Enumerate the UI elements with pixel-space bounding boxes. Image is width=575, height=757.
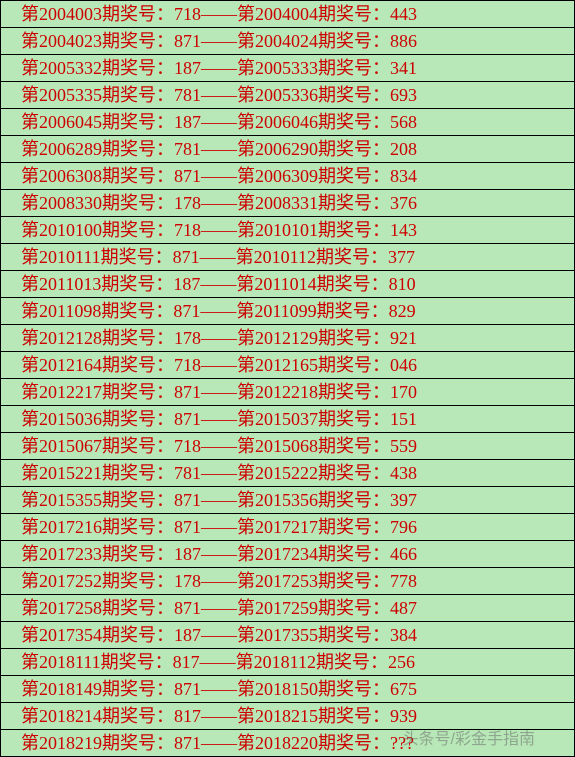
table-row: 第2004023期奖号：871——第2004024期奖号：886 [0,28,575,55]
table-row: 第2018214期奖号：817——第2018215期奖号：939 [0,703,575,730]
table-row: 第2015355期奖号：871——第2015356期奖号：397 [0,487,575,514]
table-row: 第2010100期奖号：718——第2010101期奖号：143 [0,217,575,244]
table-row: 第2015036期奖号：871——第2015037期奖号：151 [0,406,575,433]
lottery-table: 第2004003期奖号：718——第2004004期奖号：443第2004023… [0,0,575,757]
table-row: 第2015067期奖号：718——第2015068期奖号：559 [0,433,575,460]
table-row: 第2004003期奖号：718——第2004004期奖号：443 [0,0,575,28]
table-row: 第2017258期奖号：871——第2017259期奖号：487 [0,595,575,622]
table-row: 第2017354期奖号：187——第2017355期奖号：384 [0,622,575,649]
table-row: 第2006289期奖号：781——第2006290期奖号：208 [0,136,575,163]
table-row: 第2006045期奖号：187——第2006046期奖号：568 [0,109,575,136]
table-row: 第2011013期奖号：187——第2011014期奖号：810 [0,271,575,298]
table-row: 第2018149期奖号：871——第2018150期奖号：675 [0,676,575,703]
lottery-table-container: 第2004003期奖号：718——第2004004期奖号：443第2004023… [0,0,575,757]
table-row: 第2012217期奖号：871——第2012218期奖号：170 [0,379,575,406]
table-row: 第2010111期奖号：871——第2010112期奖号：377 [0,244,575,271]
table-row: 第2006308期奖号：871——第2006309期奖号：834 [0,163,575,190]
table-row: 第2008330期奖号：178——第2008331期奖号：376 [0,190,575,217]
table-row: 第2005335期奖号：781——第2005336期奖号：693 [0,82,575,109]
table-row: 第2018219期奖号：871——第2018220期奖号：??? [0,730,575,757]
table-row: 第2017252期奖号：178——第2017253期奖号：778 [0,568,575,595]
table-row: 第2017216期奖号：871——第2017217期奖号：796 [0,514,575,541]
table-row: 第2012164期奖号：718——第2012165期奖号：046 [0,352,575,379]
table-row: 第2018111期奖号：817——第2018112期奖号：256 [0,649,575,676]
table-row: 第2005332期奖号：187——第2005333期奖号：341 [0,55,575,82]
table-row: 第2012128期奖号：178——第2012129期奖号：921 [0,325,575,352]
table-row: 第2011098期奖号：871——第2011099期奖号：829 [0,298,575,325]
table-row: 第2017233期奖号：187——第2017234期奖号：466 [0,541,575,568]
table-row: 第2015221期奖号：781——第2015222期奖号：438 [0,460,575,487]
